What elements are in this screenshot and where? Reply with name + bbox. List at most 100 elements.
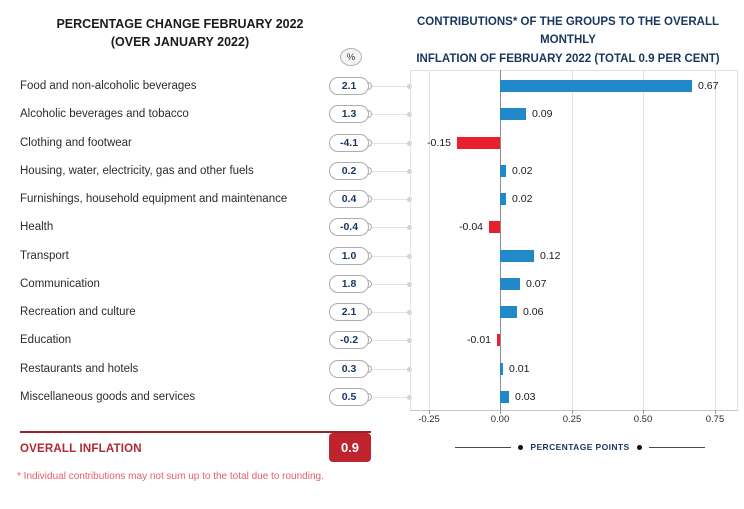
caption-right-dot-icon (636, 444, 642, 450)
axis-dot-icon (407, 225, 412, 230)
zero-gridline (500, 70, 501, 410)
gridline (715, 70, 716, 410)
contribution-bar (500, 391, 509, 403)
contributions-bar-chart: 0.67 0.09 -0.15 0.02 0.02 -0.04 0.12 0.07 0.06 -0… (410, 70, 738, 414)
category-label: Alcoholic beverages and tobacco (20, 108, 189, 120)
category-label: Health (20, 221, 54, 233)
contribution-bar (500, 306, 517, 318)
axis-dot-icon (407, 310, 412, 315)
contribution-bar (489, 221, 500, 233)
category-label: Housing, water, electricity, gas and oth… (20, 165, 254, 177)
value-pill: 1.8 (329, 275, 369, 293)
connector-line (371, 227, 408, 228)
category-label: Restaurants and hotels (20, 363, 139, 375)
chart-title-line1: CONTRIBUTIONS* OF THE GROUPS TO THE OVER… (417, 16, 719, 47)
plot-left-border (410, 70, 411, 410)
x-tick-label: -0.25 (418, 414, 440, 425)
plot-right-border (737, 70, 738, 410)
value-pill: 2.1 (329, 303, 369, 321)
bar-value-label: -0.01 (467, 334, 491, 346)
connector-line (371, 114, 408, 115)
axis-dot-icon (407, 282, 412, 287)
left-title-line2: (OVER JANUARY 2022) (110, 35, 250, 50)
x-tick-label: 0.75 (705, 414, 725, 425)
x-tick-label: 0.00 (490, 414, 510, 425)
axis-dot-icon (407, 197, 412, 202)
connector-line (371, 284, 408, 285)
value-pill: -0.2 (329, 331, 369, 349)
rounding-footnote: * Individual contributions may not sum u… (17, 471, 324, 482)
category-label: Communication (20, 278, 100, 290)
gridline (572, 70, 573, 410)
value-pill: 2.1 (329, 77, 369, 95)
contribution-bar (457, 137, 500, 149)
bar-value-label: -0.15 (427, 137, 451, 149)
caption-right-line (648, 446, 705, 448)
contribution-bar (500, 80, 692, 92)
x-axis-tick (715, 410, 716, 414)
contribution-bar (500, 193, 506, 205)
x-tick-label: 0.25 (562, 414, 582, 425)
gridline (643, 70, 644, 410)
axis-dot-icon (407, 84, 412, 89)
connector-line (371, 256, 408, 257)
axis-dot-icon (407, 338, 412, 343)
x-axis-tick (429, 410, 430, 414)
connector-line (371, 171, 408, 172)
bar-value-label: 0.67 (698, 80, 719, 92)
value-pill: 0.4 (329, 190, 369, 208)
left-panel-title: PERCENTAGE CHANGE FEBRUARY 2022 (OVER JA… (14, 15, 346, 51)
x-axis-tick (643, 410, 644, 414)
value-pill: 0.3 (329, 360, 369, 378)
category-label: Furnishings, household equipment and mai… (20, 193, 288, 205)
x-axis-line (410, 410, 738, 411)
x-axis-label: PERCENTAGE POINTS (530, 442, 630, 452)
axis-dot-icon (407, 141, 412, 146)
connector-line (371, 199, 408, 200)
category-label: Food and non-alcoholic beverages (20, 80, 197, 92)
chart-title: CONTRIBUTIONS* OF THE GROUPS TO THE OVER… (396, 13, 740, 68)
bar-value-label: 0.06 (523, 306, 544, 318)
contribution-bar (500, 363, 503, 375)
value-pill: 0.5 (329, 388, 369, 406)
bar-value-label: -0.04 (459, 221, 483, 233)
caption-left-line (455, 446, 512, 448)
category-label: Education (20, 334, 72, 346)
bar-value-label: 0.02 (512, 165, 533, 177)
bar-value-label: 0.02 (512, 193, 533, 205)
left-title-line1: PERCENTAGE CHANGE FEBRUARY 2022 (56, 17, 304, 31)
contribution-bar (497, 334, 500, 346)
connector-line (371, 369, 408, 370)
value-pill: 0.2 (329, 162, 369, 180)
contribution-bar (500, 108, 526, 120)
overall-divider-line (20, 431, 371, 433)
percent-unit-badge: % (340, 48, 362, 66)
category-label: Transport (20, 250, 69, 262)
gridline (429, 70, 430, 410)
category-label: Clothing and footwear (20, 137, 132, 149)
bar-value-label: 0.09 (532, 108, 553, 120)
bar-value-label: 0.07 (526, 278, 547, 290)
connector-line (371, 86, 408, 87)
value-pill: 1.3 (329, 105, 369, 123)
connector-line (371, 397, 408, 398)
x-axis-tick (572, 410, 573, 414)
bar-value-label: 0.03 (515, 391, 536, 403)
caption-left-dot-icon (518, 444, 524, 450)
axis-dot-icon (407, 169, 412, 174)
contribution-bar (500, 165, 506, 177)
value-pill: -4.1 (329, 134, 369, 152)
bar-value-label: 0.12 (540, 250, 561, 262)
category-label: Recreation and culture (20, 306, 136, 318)
contribution-bar (500, 278, 520, 290)
axis-dot-icon (407, 254, 412, 259)
connector-line (371, 312, 408, 313)
axis-dot-icon (407, 367, 412, 372)
plot-top-border (410, 70, 738, 71)
contribution-bar (500, 250, 534, 262)
axis-dot-icon (407, 395, 412, 400)
overall-inflation-value: 0.9 (329, 433, 371, 462)
bar-value-label: 0.01 (509, 363, 530, 375)
overall-inflation-label: OVERALL INFLATION (20, 443, 142, 455)
value-pill: -0.4 (329, 218, 369, 236)
